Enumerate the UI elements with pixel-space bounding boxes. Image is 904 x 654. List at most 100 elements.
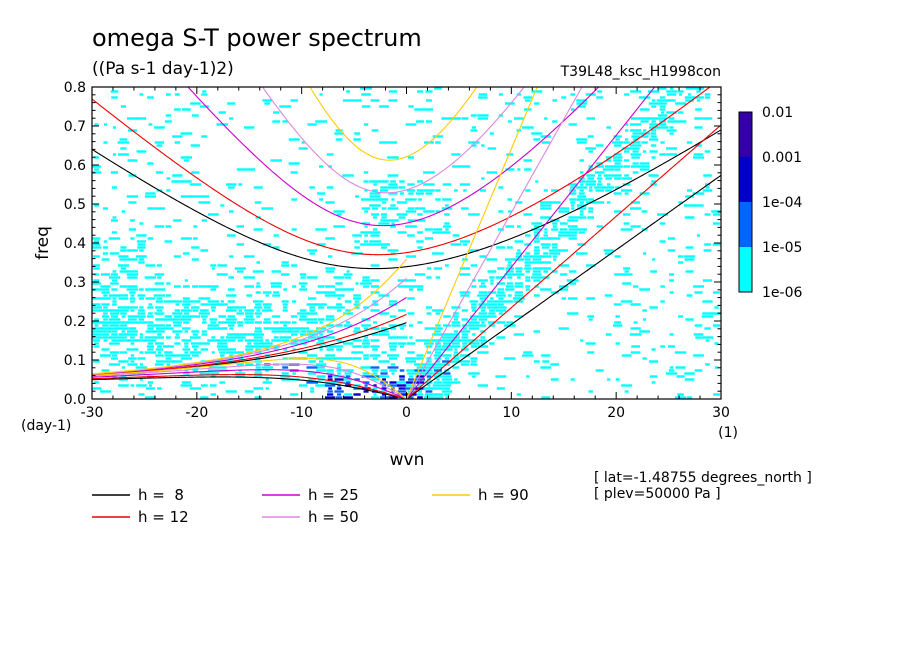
power-cell	[407, 372, 415, 375]
power-cell	[669, 333, 674, 336]
power-cell	[657, 114, 668, 117]
power-cell	[442, 342, 451, 345]
power-cell	[387, 174, 399, 177]
power-cell	[297, 312, 310, 315]
power-cell	[639, 162, 650, 165]
power-cell	[523, 351, 533, 354]
power-cell	[659, 153, 666, 156]
power-cell	[540, 207, 552, 210]
power-cell	[363, 327, 369, 330]
power-cell	[216, 273, 228, 276]
power-cell	[307, 312, 318, 315]
power-cell	[595, 369, 604, 372]
power-cell	[711, 210, 721, 213]
power-cell	[424, 237, 434, 240]
power-cell	[147, 207, 154, 210]
power-cell	[418, 198, 422, 201]
power-cell	[217, 360, 228, 363]
power-cell	[316, 369, 327, 372]
power-cell	[540, 204, 552, 207]
power-cell	[399, 369, 405, 372]
power-cell	[333, 225, 345, 228]
power-cell	[504, 102, 515, 105]
rossby-curve	[92, 376, 407, 399]
power-cell	[102, 252, 109, 255]
power-cell	[282, 357, 288, 360]
power-cell	[595, 189, 604, 192]
power-cell	[514, 291, 523, 294]
power-cell	[189, 183, 201, 186]
power-cell	[416, 288, 424, 291]
power-cell	[111, 96, 118, 99]
power-cell	[336, 369, 342, 372]
power-cell	[139, 351, 144, 354]
power-cell	[667, 120, 676, 123]
power-cell	[264, 102, 271, 105]
power-cell	[254, 201, 262, 204]
power-cell	[211, 267, 215, 270]
power-cell	[226, 348, 237, 351]
power-cell	[94, 273, 99, 276]
power-cell	[226, 336, 237, 339]
power-cell	[507, 120, 512, 123]
power-cell	[362, 342, 371, 345]
power-cell	[120, 336, 127, 339]
power-cell	[372, 207, 379, 210]
power-cell	[540, 267, 551, 270]
power-cell	[297, 339, 310, 342]
power-cell	[180, 309, 192, 312]
power-cell	[325, 336, 335, 339]
power-cell	[560, 273, 568, 276]
power-cell	[344, 393, 352, 396]
power-cell	[498, 93, 503, 96]
power-cell	[434, 357, 442, 360]
power-cell	[181, 108, 191, 111]
power-cell	[199, 105, 209, 108]
power-cell	[414, 369, 426, 372]
power-cell	[668, 369, 675, 372]
power-cell	[207, 324, 219, 327]
power-cell	[481, 321, 485, 324]
power-cell	[244, 312, 254, 315]
power-cell	[139, 336, 144, 339]
power-cell	[172, 330, 183, 333]
power-cell	[451, 345, 461, 348]
power-cell	[103, 240, 108, 243]
power-cell	[255, 366, 261, 369]
power-cell	[136, 240, 146, 243]
power-cell	[173, 255, 181, 258]
power-cell	[327, 255, 333, 258]
power-cell	[426, 276, 432, 279]
power-cell	[408, 105, 414, 108]
power-cell	[532, 270, 541, 273]
power-cell	[648, 102, 659, 105]
power-cell	[461, 318, 469, 321]
power-cell	[390, 225, 396, 228]
legend-label: h = 25	[308, 486, 359, 504]
power-cell	[254, 396, 262, 399]
power-cell	[516, 393, 521, 396]
power-cell	[541, 354, 551, 357]
power-cell	[281, 300, 289, 303]
power-cell	[263, 327, 271, 330]
power-cell	[127, 258, 138, 261]
power-cell	[111, 357, 118, 360]
power-cell	[588, 207, 594, 210]
power-cell	[407, 297, 415, 300]
power-cell	[337, 297, 341, 300]
power-cell	[317, 306, 325, 309]
power-cell	[93, 240, 100, 243]
power-cell	[426, 312, 432, 315]
power-cell	[162, 345, 174, 348]
power-cell	[371, 129, 379, 132]
power-cell	[191, 246, 200, 249]
power-cell	[451, 339, 461, 342]
power-cell	[147, 306, 154, 309]
power-cell	[166, 282, 171, 285]
power-cell	[148, 303, 153, 306]
power-cell	[227, 315, 235, 318]
power-cell	[630, 165, 641, 168]
power-cell	[237, 357, 244, 360]
power-cell	[371, 303, 379, 306]
power-cell	[692, 192, 705, 195]
